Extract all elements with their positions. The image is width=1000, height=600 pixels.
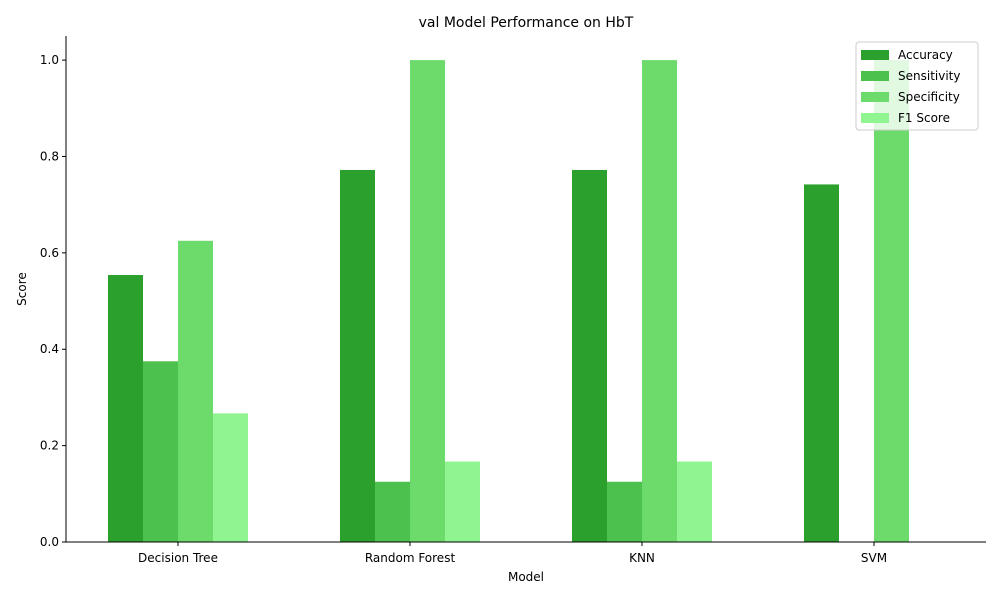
bar-accuracy-svm [804, 184, 839, 542]
bar-f1-score-decision-tree [213, 413, 248, 542]
x-tick-label: KNN [629, 551, 655, 565]
y-axis-label: Score [15, 272, 29, 306]
y-ticks: 0.0 0.2 0.4 0.6 0.8 1.0 [40, 53, 66, 549]
bar-sensitivity-decision-tree [143, 361, 178, 542]
y-tick-label: 0.4 [40, 342, 59, 356]
bar-accuracy-knn [572, 170, 607, 542]
y-tick-label: 1.0 [40, 53, 59, 67]
legend-swatch [861, 113, 889, 123]
legend-label: Specificity [898, 90, 960, 104]
x-tick-label: Random Forest [365, 551, 456, 565]
legend-swatch [861, 71, 889, 81]
y-tick-label: 0.6 [40, 246, 59, 260]
legend-swatch [861, 50, 889, 60]
y-tick-label: 0.8 [40, 149, 59, 163]
bar-specificity-knn [642, 60, 677, 542]
legend-swatch [861, 92, 889, 102]
bar-specificity-decision-tree [178, 241, 213, 542]
bar-accuracy-decision-tree [108, 275, 143, 542]
legend: Accuracy Sensitivity Specificity F1 Score [856, 42, 978, 130]
bar-sensitivity-knn [607, 482, 642, 542]
y-tick-label: 0.2 [40, 439, 59, 453]
bar-f1-score-random-forest [445, 462, 480, 542]
x-tick-label: Decision Tree [138, 551, 218, 565]
x-tick-label: SVM [861, 551, 887, 565]
bar-specificity-svm [874, 60, 909, 542]
legend-label: Sensitivity [898, 69, 960, 83]
y-tick-label: 0.0 [40, 535, 59, 549]
legend-label: Accuracy [898, 48, 953, 62]
chart-title: val Model Performance on HbT [419, 15, 634, 31]
x-ticks: Decision Tree Random Forest KNN SVM [138, 542, 887, 565]
bar-accuracy-random-forest [340, 170, 375, 542]
x-axis-label: Model [508, 570, 544, 584]
bar-f1-score-knn [677, 462, 712, 542]
bar-sensitivity-random-forest [375, 482, 410, 542]
legend-label: F1 Score [898, 111, 950, 125]
bars-group [108, 60, 909, 542]
bar-specificity-random-forest [410, 60, 445, 542]
